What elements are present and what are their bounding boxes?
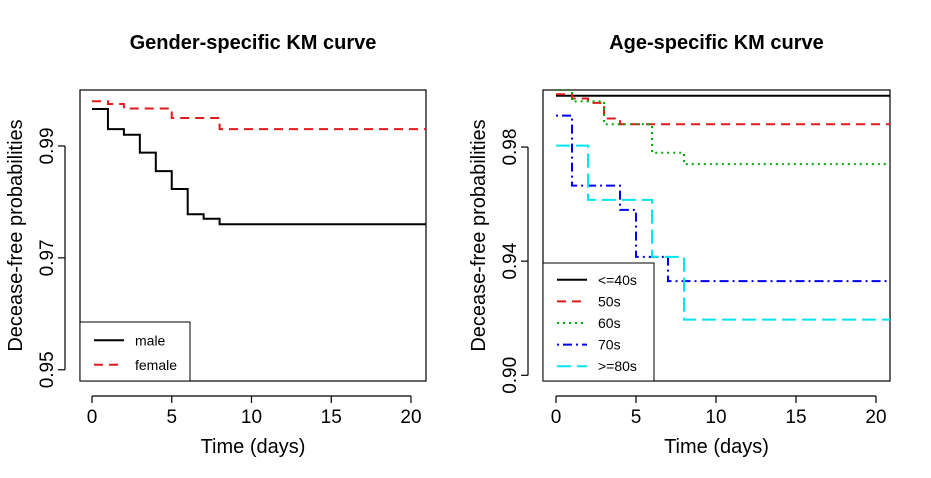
legend-label: 70s [598, 337, 621, 353]
x-tick-label: 15 [321, 407, 342, 428]
y-tick-label: 0.99 [37, 127, 58, 164]
y-axis-label: Decease-free probabilities [5, 119, 27, 351]
series-line-male [92, 108, 426, 226]
legend-label: 60s [598, 315, 621, 331]
legend-label: female [135, 357, 177, 373]
legend: male female [79, 321, 191, 382]
legend-box [79, 321, 191, 382]
chart-panel-1: Age-specific KM curve 0 5 10 15 20 Time (days)… [468, 32, 891, 458]
chart-title: Age-specific KM curve [609, 32, 824, 54]
legend-label: 50s [598, 293, 621, 309]
legend: <=40s 50s 60s 70s >=80s [542, 262, 655, 382]
x-tick-label: 20 [865, 407, 886, 428]
plot-frame [79, 89, 427, 382]
x-tick-label: 10 [241, 407, 262, 428]
y-tick-label: 0.90 [500, 357, 521, 394]
legend-label: >=80s [598, 358, 637, 374]
y-axis-label: Decease-free probabilities [468, 119, 490, 351]
x-axis-label: Time (days) [664, 436, 769, 458]
x-tick-label: 15 [785, 407, 806, 428]
y-tick-label: 0.98 [500, 129, 521, 166]
legend-label: <=40s [598, 272, 637, 288]
x-tick-label: 10 [705, 407, 726, 428]
x-tick-label: 20 [400, 407, 421, 428]
x-tick-label: 0 [87, 407, 98, 428]
legend-box [542, 262, 655, 382]
x-tick-label: 5 [631, 407, 642, 428]
x-axis-label: Time (days) [201, 436, 306, 458]
chart-panel-0: Gender-specific KM curve 0 5 10 15 20 Time (da… [5, 32, 427, 458]
y-tick-label: 0.94 [500, 242, 521, 279]
series-line->=80s [556, 144, 890, 321]
series-line-female [92, 100, 426, 131]
x-tick-label: 5 [166, 407, 177, 428]
plot-frame [542, 89, 891, 382]
chart-title: Gender-specific KM curve [130, 32, 377, 54]
y-tick-label: 0.95 [37, 351, 58, 388]
legend-label: male [135, 332, 166, 348]
series-line-70s [556, 114, 890, 283]
x-tick-label: 0 [551, 407, 562, 428]
series-line-60s [556, 90, 890, 166]
y-tick-label: 0.97 [37, 239, 58, 276]
series-line-50s [556, 93, 890, 126]
